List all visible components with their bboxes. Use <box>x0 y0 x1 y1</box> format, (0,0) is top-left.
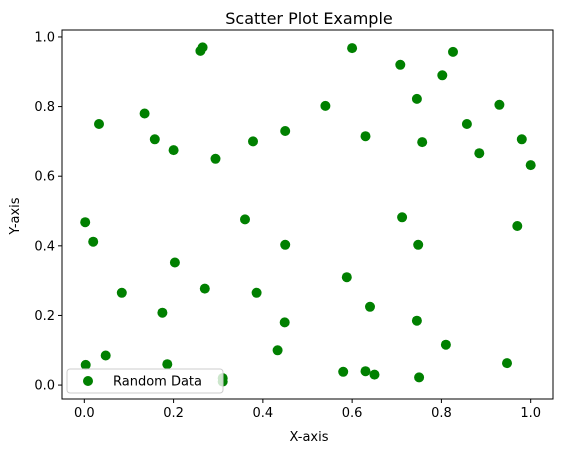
scatter-point <box>502 358 512 369</box>
scatter-point <box>320 100 331 111</box>
scatter-point <box>162 359 173 370</box>
scatter-point <box>168 145 179 156</box>
scatter-point <box>512 221 523 231</box>
scatter-point <box>369 369 380 380</box>
scatter-point <box>169 257 180 268</box>
scatter-point <box>474 148 485 159</box>
scatter-point <box>272 345 283 356</box>
scatter-point <box>88 236 99 247</box>
x-tick-label: 0.0 <box>74 406 95 421</box>
x-tick-label: 0.6 <box>342 406 363 421</box>
y-axis-title: Y-axis <box>8 197 23 235</box>
scatter-point <box>279 317 290 328</box>
plot-area <box>62 30 553 399</box>
x-axis-ticks: 0.0 0.2 0.4 0.6 0.8 1.0 <box>74 399 541 421</box>
scatter-point <box>240 214 250 225</box>
scatter-point <box>461 119 472 129</box>
scatter-point <box>413 239 424 250</box>
y-tick-label: 0.8 <box>34 100 55 115</box>
scatter-point <box>397 212 408 223</box>
scatter-point <box>341 272 352 283</box>
plot-frame <box>61 29 554 400</box>
y-tick-label: 0.0 <box>34 379 55 394</box>
scatter-point <box>94 119 104 129</box>
legend-marker <box>83 376 93 386</box>
scatter-point <box>280 239 291 250</box>
scatter-point <box>448 46 458 57</box>
legend-label: Random Data <box>113 375 202 390</box>
y-tick-label: 0.2 <box>34 309 55 324</box>
scatter-point <box>80 217 91 228</box>
scatter-point <box>516 134 527 145</box>
scatter-point <box>116 287 127 298</box>
scatter-point <box>80 359 91 370</box>
y-tick-label: 0.6 <box>34 170 55 185</box>
x-axis-title: X-axis <box>290 430 329 445</box>
y-axis-ticks: 0.0 0.2 0.4 0.6 0.8 1.0 <box>34 30 62 394</box>
y-tick-label: 1.0 <box>34 30 55 45</box>
scatter-point <box>360 366 371 377</box>
scatter-point <box>248 136 258 147</box>
legend-box <box>66 368 224 394</box>
scatter-point <box>414 372 425 383</box>
scatter-point <box>437 70 448 81</box>
scatter-point <box>251 287 262 298</box>
y-tick-label: 0.4 <box>34 239 55 254</box>
scatter-point <box>197 42 208 53</box>
scatter-point <box>440 339 451 350</box>
scatter-point <box>365 301 375 312</box>
scatter-point <box>347 43 358 54</box>
x-tick-label: 0.4 <box>253 406 274 421</box>
scatter-point <box>360 131 371 142</box>
scatter-point <box>149 134 160 145</box>
scatter-point <box>395 59 406 70</box>
scatter-point <box>411 315 422 326</box>
x-tick-label: 1.0 <box>520 406 541 421</box>
scatter-point <box>139 108 150 119</box>
scatter-point <box>494 99 505 110</box>
legend: Random Data <box>66 368 224 394</box>
x-tick-label: 0.8 <box>431 406 452 421</box>
scatter-point <box>411 93 422 104</box>
scatter-point <box>525 160 536 171</box>
scatter-point <box>157 307 168 318</box>
scatter-point <box>100 350 111 361</box>
chart-title: Scatter Plot Example <box>225 9 392 28</box>
scatter-point <box>338 366 349 377</box>
scatter-point <box>210 153 221 164</box>
scatter-point <box>280 126 291 136</box>
scatter-point <box>417 137 428 148</box>
x-tick-label: 0.2 <box>163 406 184 421</box>
scatter-point <box>199 283 210 294</box>
